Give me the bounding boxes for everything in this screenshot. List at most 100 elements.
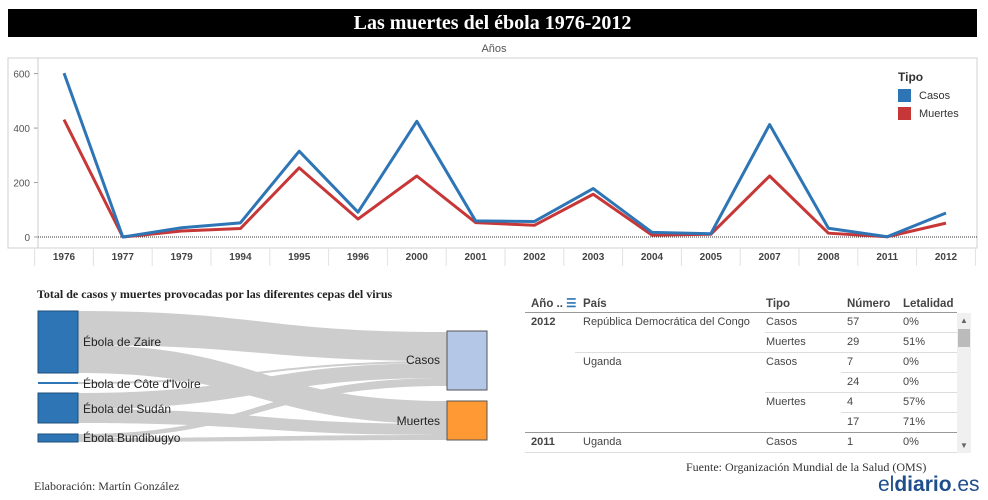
author-note: Elaboración: Martín González xyxy=(34,479,180,493)
legend-label-casos: Casos xyxy=(919,89,951,102)
x-tick-label: 2002 xyxy=(523,252,546,263)
cell-lethality: 57% xyxy=(903,396,926,408)
cell-lethality: 0% xyxy=(903,316,919,328)
x-tick-label: 2007 xyxy=(758,252,781,263)
cell-type: Casos xyxy=(766,356,798,368)
scroll-thumb[interactable] xyxy=(958,329,970,347)
eldiario-logo[interactable]: eldiario.es xyxy=(878,473,980,497)
x-tick-label: 2003 xyxy=(582,252,605,263)
x-tick-label: 2004 xyxy=(641,252,664,263)
logo-part-el: el xyxy=(878,473,895,496)
cell-year: 2012 xyxy=(531,316,556,328)
legend-item-muertes[interactable]: Muertes xyxy=(898,107,959,120)
node-zaire[interactable] xyxy=(37,310,79,374)
node-ivoire[interactable] xyxy=(38,382,78,384)
cell-number: 1 xyxy=(847,436,854,448)
line-chart: 0 200 400 600 1976 1977 1979 1994 1995 1996 2000 20… xyxy=(7,57,978,266)
col-header-number[interactable]: Número xyxy=(847,298,891,310)
table-row[interactable]: Muertes 4 57% xyxy=(525,392,957,413)
data-table[interactable]: Año .. ☰ País Tipo Número Letalidad 2012… xyxy=(525,296,972,456)
scroll-down-icon[interactable]: ▼ xyxy=(960,441,968,450)
row-divider xyxy=(525,312,957,313)
label-zaire: Ébola de Zaire xyxy=(83,334,161,349)
sankey-diagram[interactable]: Ébola de Zaire Ébola de Côte d'Ivoire Éb… xyxy=(0,305,500,465)
y-tick-label: 400 xyxy=(13,124,30,135)
node-muertes[interactable] xyxy=(446,400,488,441)
cell-lethality: 0% xyxy=(903,376,919,388)
legend-label-muertes: Muertes xyxy=(919,107,959,120)
cell-number: 57 xyxy=(847,316,860,328)
label-sudan: Ébola del Sudán xyxy=(83,401,171,416)
x-axis-title: Años xyxy=(481,43,507,55)
cell-lethality: 0% xyxy=(903,436,919,448)
sort-icon[interactable]: ☰ xyxy=(566,298,577,310)
cell-lethality: 0% xyxy=(903,356,919,368)
x-tick-label: 1996 xyxy=(347,252,370,263)
cell-number: 7 xyxy=(847,356,854,368)
sankey-title: Total de casos y muertes provocadas por … xyxy=(37,287,393,301)
chart-frame xyxy=(7,57,978,249)
table-row[interactable]: 2012 República Democrática del Congo Casos… xyxy=(525,312,957,333)
logo-part-es: .es xyxy=(951,473,980,496)
table-row[interactable]: 24 0% xyxy=(525,372,957,393)
table-scrollbar[interactable]: ▲ ▼ xyxy=(957,313,971,453)
row-divider xyxy=(841,412,957,413)
table-bottom-border xyxy=(525,452,957,453)
col-header-lethality[interactable]: Letalidad xyxy=(903,298,954,310)
label-ivoire: Ébola de Côte d'Ivoire xyxy=(83,376,201,391)
node-bundibugyo[interactable] xyxy=(37,433,79,443)
x-tick-label: 2008 xyxy=(817,252,840,263)
link-zaire-casos xyxy=(78,311,447,361)
cell-number: 17 xyxy=(847,416,860,428)
col-header-country[interactable]: País xyxy=(583,298,607,310)
cell-number: 29 xyxy=(847,336,860,348)
cell-lethality: 71% xyxy=(903,416,926,428)
cell-number: 4 xyxy=(847,396,854,408)
node-casos[interactable] xyxy=(446,330,488,391)
link-bundibugyo-casos xyxy=(78,378,447,438)
y-tick-label: 600 xyxy=(13,70,30,81)
cell-type: Muertes xyxy=(766,396,806,408)
x-tick-label: 1979 xyxy=(170,252,193,263)
legend-item-casos[interactable]: Casos xyxy=(898,89,959,102)
table-row[interactable]: Muertes 29 51% xyxy=(525,332,957,353)
node-sudan[interactable] xyxy=(37,392,79,424)
legend-swatch-muertes xyxy=(898,107,911,120)
x-tick-label: 1994 xyxy=(229,252,252,263)
cell-year: 2011 xyxy=(531,436,555,448)
chart-legend[interactable]: Tipo Casos Muertes xyxy=(898,70,959,125)
cell-country: Uganda xyxy=(583,436,622,448)
sankey-links xyxy=(78,311,447,442)
col-header-type[interactable]: Tipo xyxy=(766,298,791,310)
cell-number: 24 xyxy=(847,376,860,388)
col-header-year[interactable]: Año .. ☰ xyxy=(531,296,576,312)
logo-part-diario: diario xyxy=(894,473,952,496)
link-bundibugyo-muertes xyxy=(78,435,447,442)
x-tick-label: 2000 xyxy=(406,252,429,263)
x-tick-label: 2005 xyxy=(700,252,723,263)
x-tick-label: 2001 xyxy=(464,252,487,263)
x-tick-label: 2012 xyxy=(935,252,958,263)
series-line-muertes xyxy=(62,118,947,239)
x-tick-label: 2011 xyxy=(876,252,898,263)
row-divider xyxy=(841,372,957,373)
y-tick-label: 200 xyxy=(13,179,30,190)
label-muertes: Muertes xyxy=(397,414,440,428)
label-casos: Casos xyxy=(406,353,440,367)
link-sudan-casos xyxy=(78,363,447,409)
table-row[interactable]: 2011 Uganda Casos 1 0% xyxy=(525,432,957,453)
y-tick-label: 0 xyxy=(24,233,30,244)
series-line-casos xyxy=(62,72,947,239)
row-divider xyxy=(765,392,957,393)
col-header-year-label: Año .. xyxy=(531,298,563,310)
x-tick-label: 1976 xyxy=(53,252,76,263)
cell-type: Casos xyxy=(766,436,798,448)
scroll-up-icon[interactable]: ▲ xyxy=(960,316,968,325)
legend-swatch-casos xyxy=(898,89,911,102)
row-divider xyxy=(765,332,957,333)
link-sudan-muertes xyxy=(78,409,447,435)
table-row[interactable]: 17 71% xyxy=(525,412,957,433)
cell-country: República Democrática del Congo xyxy=(583,316,750,328)
cell-type: Muertes xyxy=(766,336,806,348)
table-row[interactable]: Uganda Casos 7 0% xyxy=(525,352,957,373)
